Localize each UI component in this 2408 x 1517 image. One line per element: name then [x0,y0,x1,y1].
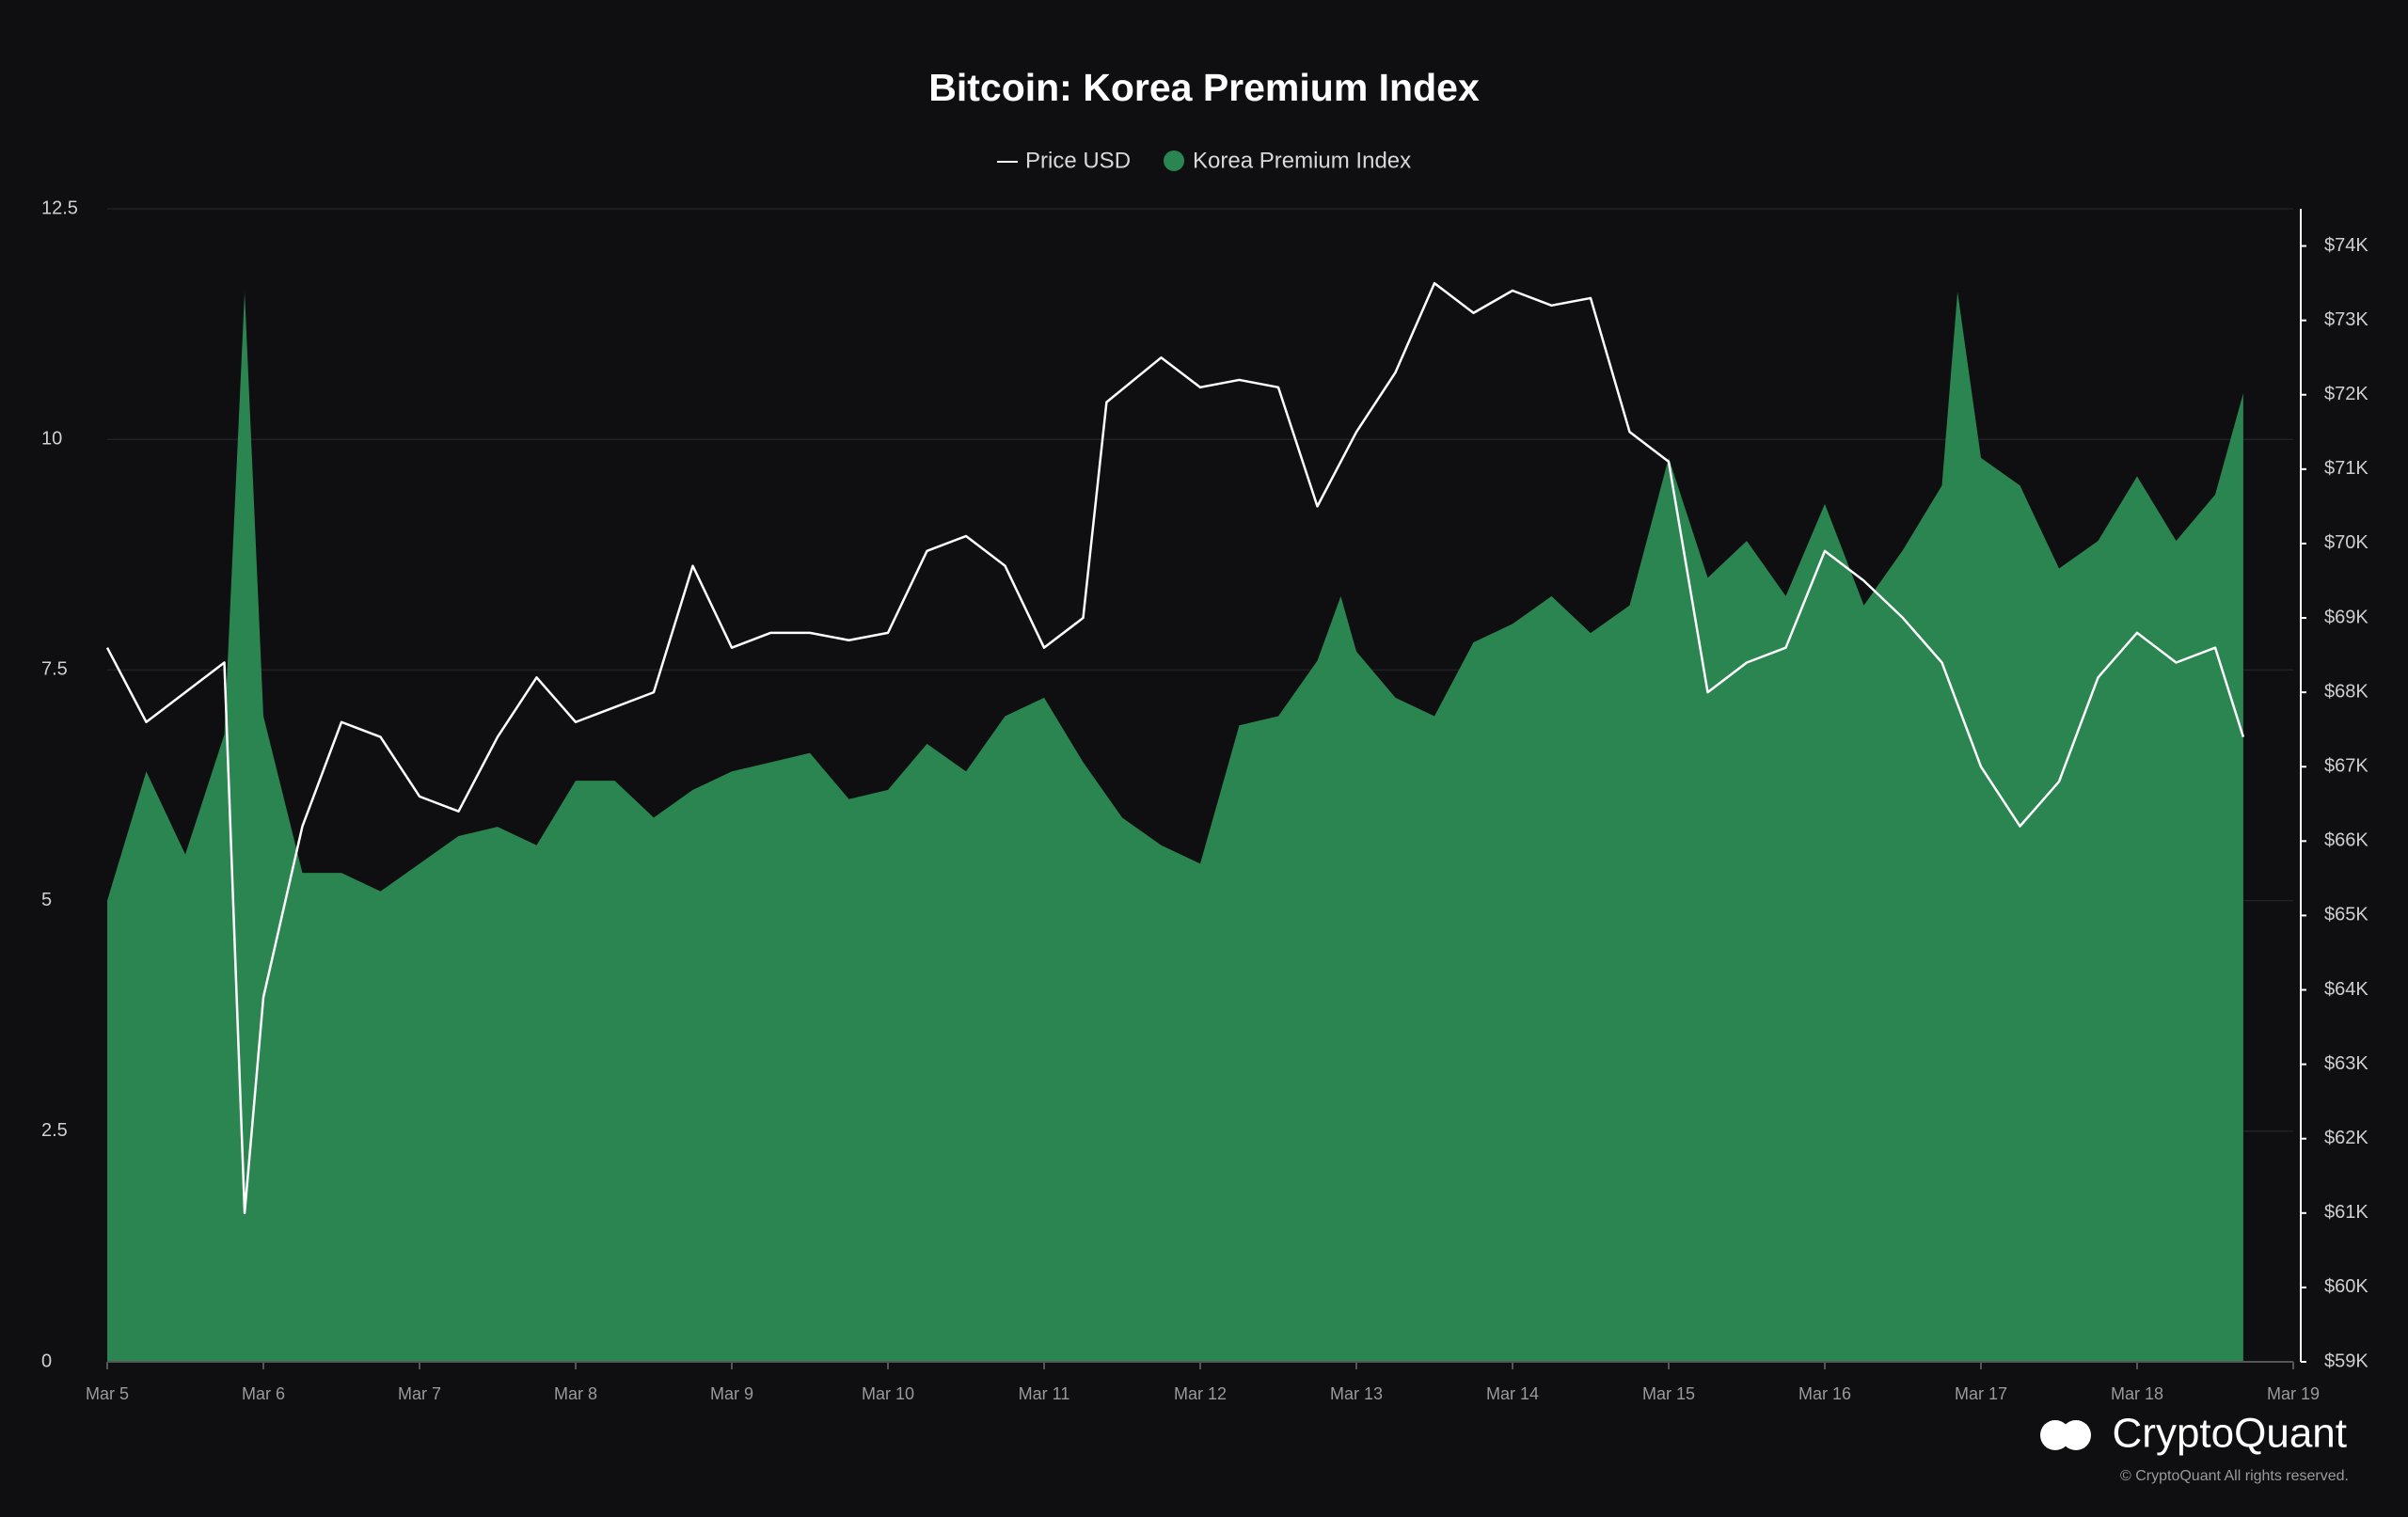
x-tick-label: Mar 14 [1486,1384,1539,1403]
y-tick-label: 12.5 [41,198,78,218]
y-tick-label: 5 [41,890,52,910]
legend-swatch [1164,150,1185,171]
x-tick-label: Mar 9 [710,1384,753,1403]
brand-icon [2040,1420,2070,1450]
y2-tick-label: $62K [2324,1128,2368,1148]
x-tick-label: Mar 17 [1955,1384,2007,1403]
y2-tick-label: $67K [2324,756,2368,777]
y-tick-label: 2.5 [41,1120,68,1141]
y-tick-label: 0 [41,1351,52,1371]
y2-tick-label: $59K [2324,1351,2368,1371]
y2-tick-label: $65K [2324,905,2368,925]
line [105,281,2245,1215]
y-tick-label: 10 [41,428,62,449]
y2-tick-label: $74K [2324,235,2368,256]
y2-tick-label: $68K [2324,681,2368,702]
x-tick-label: Mar 10 [862,1384,914,1403]
y2-tick-label: $73K [2324,309,2368,330]
x-tick-label: Mar 18 [2111,1384,2163,1403]
x-tick-label: Mar 12 [1174,1384,1227,1403]
brand-logo: CryptoQuant [2113,1411,2347,1457]
y2-tick-label: $60K [2324,1276,2368,1297]
legend-label: Korea Premium Index [1193,148,1411,173]
y-tick-label: 7.5 [41,659,68,680]
y2-tick-label: $61K [2324,1202,2368,1223]
y2-tick-label: $69K [2324,607,2368,627]
x-tick-label: Mar 6 [242,1384,285,1403]
x-tick-label: Mar 19 [2267,1384,2320,1403]
x-tick-label: Mar 8 [554,1384,597,1403]
x-tick-label: Mar 16 [1798,1384,1851,1403]
x-tick-label: Mar 15 [1642,1384,1695,1403]
y2-tick-label: $70K [2324,532,2368,553]
legend-label: Price USD [1025,148,1131,173]
x-tick-label: Mar 13 [1330,1384,1383,1403]
copyright: © CryptoQuant All rights reserved. [2120,1468,2349,1484]
y2-tick-label: $63K [2324,1053,2368,1074]
y2-tick-label: $66K [2324,830,2368,851]
x-tick-label: Mar 11 [1019,1384,1070,1403]
chart-title: Bitcoin: Korea Premium Index [928,66,1480,109]
y2-tick-label: $72K [2324,384,2368,404]
x-tick-label: Mar 7 [398,1384,441,1403]
y2-tick-label: $71K [2324,458,2368,479]
brand-icon [2061,1420,2091,1450]
x-tick-label: Mar 5 [86,1384,129,1403]
area [107,292,2243,1363]
y2-tick-label: $64K [2324,979,2368,1000]
